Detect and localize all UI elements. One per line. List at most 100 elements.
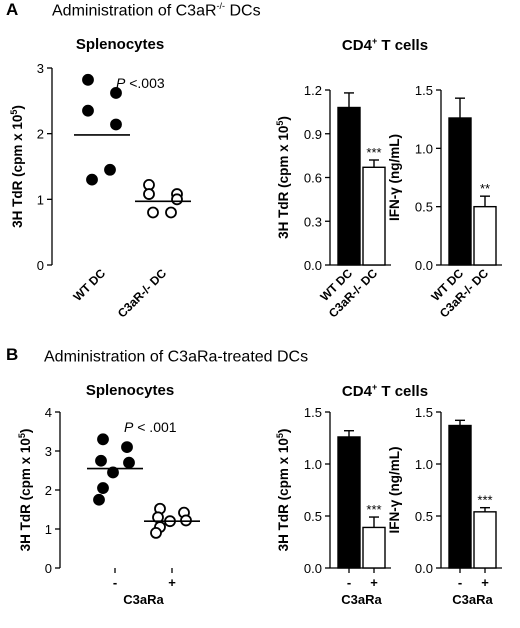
data-point-B1 — [123, 456, 135, 469]
y-tick-label-A2: 0.3 — [304, 214, 322, 229]
y-tick-label-B3: 0.5 — [415, 509, 433, 524]
y-axis-label-sup-A2: 5 — [275, 121, 285, 126]
bar-B2 — [362, 526, 386, 569]
y-tick-label-B2: 1.0 — [304, 457, 322, 472]
data-point-A1 — [171, 193, 183, 206]
x-axis-label-B2: C3aRa — [341, 592, 382, 607]
y-axis-label-end-B1: ) — [18, 429, 33, 434]
y-tick-label-B1: 1 — [45, 522, 52, 537]
p-value-rest-B1: < .001 — [133, 419, 176, 435]
panel-title-a-sup: -/- — [216, 1, 226, 11]
significance-label-A3: ** — [480, 181, 490, 196]
y-tick-label-A3: 1.0 — [415, 141, 433, 156]
y-axis-label-sup-B2: 5 — [275, 433, 285, 438]
cd4-title-b-sup: + — [371, 382, 378, 392]
y-tick-label-B2: 1.5 — [304, 405, 322, 420]
y-axis-label-B1: 3H TdR (cpm x 105) — [17, 429, 33, 552]
data-point-A1 — [82, 73, 94, 86]
bar-B3 — [448, 424, 472, 569]
panel-title-b: Administration of C3aRa-treated DCs — [44, 347, 308, 366]
data-point-A1 — [82, 104, 94, 117]
y-tick-label-A2: 0.9 — [304, 127, 322, 142]
cd4-title-b: CD4+ T cells — [320, 382, 450, 400]
x-tick-label-B2: - — [347, 575, 351, 590]
y-axis-label-main-A2: 3H TdR (cpm x 10 — [276, 126, 291, 239]
data-point-A1 — [143, 188, 155, 200]
y-axis-label-end-A1: ) — [10, 105, 25, 110]
y-tick-label-B1: 4 — [45, 405, 52, 420]
data-point-A1 — [110, 87, 122, 99]
data-point-A1 — [86, 173, 98, 186]
data-point-B1 — [150, 527, 162, 539]
data-point-B1 — [97, 482, 109, 494]
data-point-B1 — [95, 454, 107, 467]
splenocytes-title-b: Splenocytes — [85, 382, 175, 399]
panel-letter-b: B — [6, 345, 19, 364]
y-axis-label-main-B1: 3H TdR (cpm x 10 — [18, 438, 33, 551]
x-tick-label-A1: C3aR-/- DC — [115, 266, 169, 320]
y-axis-label-A3: IFN-γ (ng/mL) — [387, 134, 402, 221]
data-point-A1 — [110, 118, 122, 131]
x-axis-label-B1: C3aRa — [123, 592, 164, 607]
y-tick-label-A1: 0 — [37, 258, 44, 273]
bar-A3 — [448, 117, 472, 266]
p-value-annotation-B1: P < .001 — [124, 419, 177, 435]
x-tick-label-B1: + — [168, 575, 176, 590]
y-tick-label-A3: 0.5 — [415, 200, 433, 215]
data-point-B1 — [121, 441, 133, 454]
cd4-title-a-main: CD4 — [341, 37, 372, 54]
y-axis-label-main-B2: 3H TdR (cpm x 10 — [276, 438, 291, 551]
y-axis-label-main-B3: IFN-γ (ng/mL) — [387, 447, 402, 534]
y-tick-label-B3: 0.0 — [415, 561, 433, 576]
panel-title-a-main: Administration of C3aR — [52, 2, 217, 20]
y-axis-label-main-A1: 3H TdR (cpm x 10 — [10, 115, 25, 228]
y-tick-label-B3: 1.0 — [415, 457, 433, 472]
bar-B3 — [473, 511, 497, 569]
y-tick-label-A3: 1.5 — [415, 83, 433, 98]
y-tick-label-B2: 0.5 — [304, 509, 322, 524]
y-axis-label-end-A2: ) — [276, 116, 291, 121]
p-value-annotation-A1: P <.003 — [116, 75, 165, 91]
data-point-A1 — [165, 206, 177, 219]
p-value-rest-A1: <.003 — [125, 75, 165, 91]
y-tick-label-B1: 0 — [45, 561, 52, 576]
significance-label-B3: *** — [477, 493, 492, 508]
bar-A3 — [473, 205, 497, 266]
cd4-title-a-end: T cells — [377, 37, 429, 54]
cd4-title-b-end: T cells — [377, 383, 429, 400]
bar-A2 — [362, 166, 386, 266]
y-axis-label-A2: 3H TdR (cpm x 105) — [275, 116, 291, 239]
y-tick-label-A2: 0.0 — [304, 258, 322, 273]
y-axis-label-main-A3: IFN-γ (ng/mL) — [387, 134, 402, 221]
y-tick-label-B3: 1.5 — [415, 405, 433, 420]
y-tick-label-B1: 2 — [45, 483, 52, 498]
cd4-title-a: CD4+ T cells — [320, 36, 450, 54]
y-tick-label-A1: 1 — [37, 192, 44, 207]
p-value-italic-B1: P — [124, 419, 134, 435]
x-tick-label-A1: WT DC — [70, 266, 108, 304]
y-tick-label-A3: 0.0 — [415, 258, 433, 273]
panel-title-a: Administration of C3aR-/- DCs — [52, 1, 261, 20]
y-tick-label-A1: 2 — [37, 127, 44, 142]
cd4-title-b-main: CD4 — [341, 383, 372, 400]
data-point-B1 — [93, 493, 105, 506]
y-axis-label-end-B2: ) — [276, 429, 291, 434]
panel-title-a-end: DCs — [225, 2, 261, 20]
data-point-A1 — [104, 163, 116, 176]
x-axis-label-B3: C3aRa — [452, 592, 493, 607]
bar-B2 — [337, 436, 361, 569]
x-tick-label-B3: - — [458, 575, 462, 590]
y-axis-label-B3: IFN-γ (ng/mL) — [387, 447, 402, 534]
panel-letter-a: A — [6, 0, 19, 19]
panel-title-b-main: Administration of C3aRa-treated DCs — [44, 348, 309, 366]
data-point-A1 — [147, 206, 159, 219]
y-tick-label-B2: 0.0 — [304, 561, 322, 576]
y-tick-label-A2: 1.2 — [304, 83, 322, 98]
significance-label-A2: *** — [366, 145, 381, 160]
data-point-B1 — [107, 466, 119, 479]
x-tick-label-B2: + — [370, 575, 378, 590]
y-axis-label-B2: 3H TdR (cpm x 105) — [275, 429, 291, 552]
bar-A2 — [337, 106, 361, 266]
x-tick-label-B3: + — [481, 575, 489, 590]
